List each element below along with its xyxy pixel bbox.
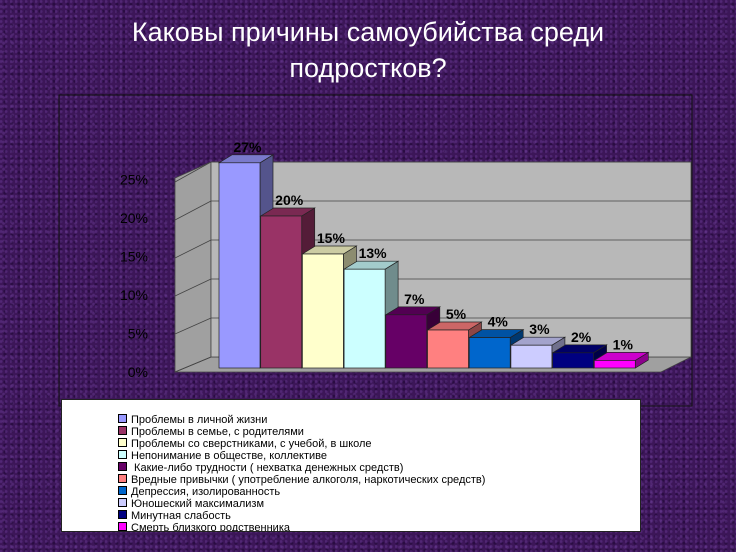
legend-label: Смерть близкого родственника bbox=[131, 522, 290, 532]
legend-label: Депрессия, изолированность bbox=[131, 486, 281, 498]
gridline-side bbox=[174, 200, 212, 221]
bar-front bbox=[302, 253, 344, 369]
y-tick-label: 20% bbox=[120, 210, 148, 226]
legend-item: Проблемы в личной жизни bbox=[118, 414, 267, 426]
bar-front bbox=[343, 268, 386, 369]
legend-label: Минутная слабость bbox=[131, 510, 231, 522]
slide-title-line-2: подростков? bbox=[289, 53, 447, 83]
legend-item: Минутная слабость bbox=[118, 510, 231, 522]
legend-swatch bbox=[118, 510, 127, 519]
bar-front bbox=[593, 360, 636, 369]
y-tick-label: 10% bbox=[120, 287, 148, 303]
legend-swatch bbox=[118, 414, 127, 423]
legend-item: Проблемы со сверстниками, с учебой, в шк… bbox=[118, 438, 372, 450]
data-label: 2% bbox=[571, 329, 592, 345]
legend-label: Вредные привычки ( употребление алкоголя… bbox=[131, 474, 486, 486]
legend-swatch bbox=[118, 486, 127, 495]
legend-swatch bbox=[118, 474, 127, 483]
bar-front bbox=[468, 337, 511, 369]
bar bbox=[551, 344, 608, 369]
gridline-side bbox=[174, 161, 212, 183]
legend-item: Вредные привычки ( употребление алкоголя… bbox=[118, 474, 485, 486]
legend-swatch bbox=[118, 426, 127, 435]
bar-front bbox=[385, 314, 428, 369]
data-label: 27% bbox=[233, 139, 262, 155]
bar-front bbox=[510, 344, 553, 369]
bar bbox=[593, 351, 650, 369]
bar-front bbox=[260, 215, 303, 369]
bar-front bbox=[427, 329, 469, 369]
legend-item: Какие-либо трудности ( нехватка денежных… bbox=[118, 462, 403, 474]
legend-label: Какие-либо трудности ( нехватка денежных… bbox=[131, 462, 404, 474]
data-label: 15% bbox=[317, 230, 346, 246]
bars bbox=[217, 154, 650, 369]
legend-item: Смерть близкого родственника bbox=[118, 522, 290, 532]
legend-swatch bbox=[118, 450, 127, 459]
data-labels: 27% 20% 15% 13% 7% 5% 4% 3% 2% 1% bbox=[233, 139, 633, 353]
data-label: 13% bbox=[359, 245, 388, 261]
y-tick-label: 15% bbox=[120, 249, 148, 265]
gridline-side bbox=[174, 356, 212, 373]
bar bbox=[509, 336, 567, 369]
chart-side-wall bbox=[174, 161, 212, 373]
legend-label: Юношеский максимализм bbox=[131, 498, 265, 510]
data-label: 20% bbox=[275, 192, 304, 208]
legend-label: Проблемы в семье, с родителями bbox=[131, 426, 304, 438]
slide-title: Каковы причины самоубийства среди подрос… bbox=[0, 14, 736, 86]
chart-legend: Проблемы в личной жизни Проблемы в семье,… bbox=[61, 399, 641, 532]
legend-swatch bbox=[118, 438, 127, 447]
slide-title-line-1: Каковы причины самоубийства среди bbox=[131, 17, 605, 47]
data-label: 1% bbox=[613, 336, 634, 352]
legend-label: Проблемы в личной жизни bbox=[131, 414, 268, 426]
legend-label: Проблемы со сверстниками, с учебой, в шк… bbox=[131, 438, 372, 450]
y-tick-label: 5% bbox=[128, 326, 148, 342]
gridline-side bbox=[174, 239, 212, 259]
legend-item: Депрессия, изолированность bbox=[118, 486, 280, 498]
legend-swatch bbox=[118, 462, 127, 471]
legend-item: Проблемы в семье, с родителями bbox=[118, 426, 304, 438]
data-label: 7% bbox=[404, 291, 425, 307]
data-label: 4% bbox=[488, 314, 509, 330]
y-tick-label: 25% bbox=[120, 172, 148, 188]
legend-item: Юношеский максимализм bbox=[118, 498, 264, 510]
gridline-side bbox=[174, 317, 212, 335]
legend-item: Непонимание в обществе, коллективе bbox=[118, 450, 327, 462]
data-label: 5% bbox=[446, 306, 467, 322]
y-tick-label: 0% bbox=[128, 364, 148, 380]
legend-swatch bbox=[118, 498, 127, 507]
data-label: 3% bbox=[529, 321, 550, 337]
legend-swatch bbox=[118, 522, 127, 531]
legend-label: Непонимание в обществе, коллективе bbox=[131, 450, 328, 462]
gridline-side bbox=[174, 278, 212, 297]
bar-front bbox=[218, 162, 261, 369]
y-axis-tick-labels: 0% 5% 10% 15% 20% 25% bbox=[120, 172, 148, 381]
bar-front bbox=[552, 352, 594, 369]
